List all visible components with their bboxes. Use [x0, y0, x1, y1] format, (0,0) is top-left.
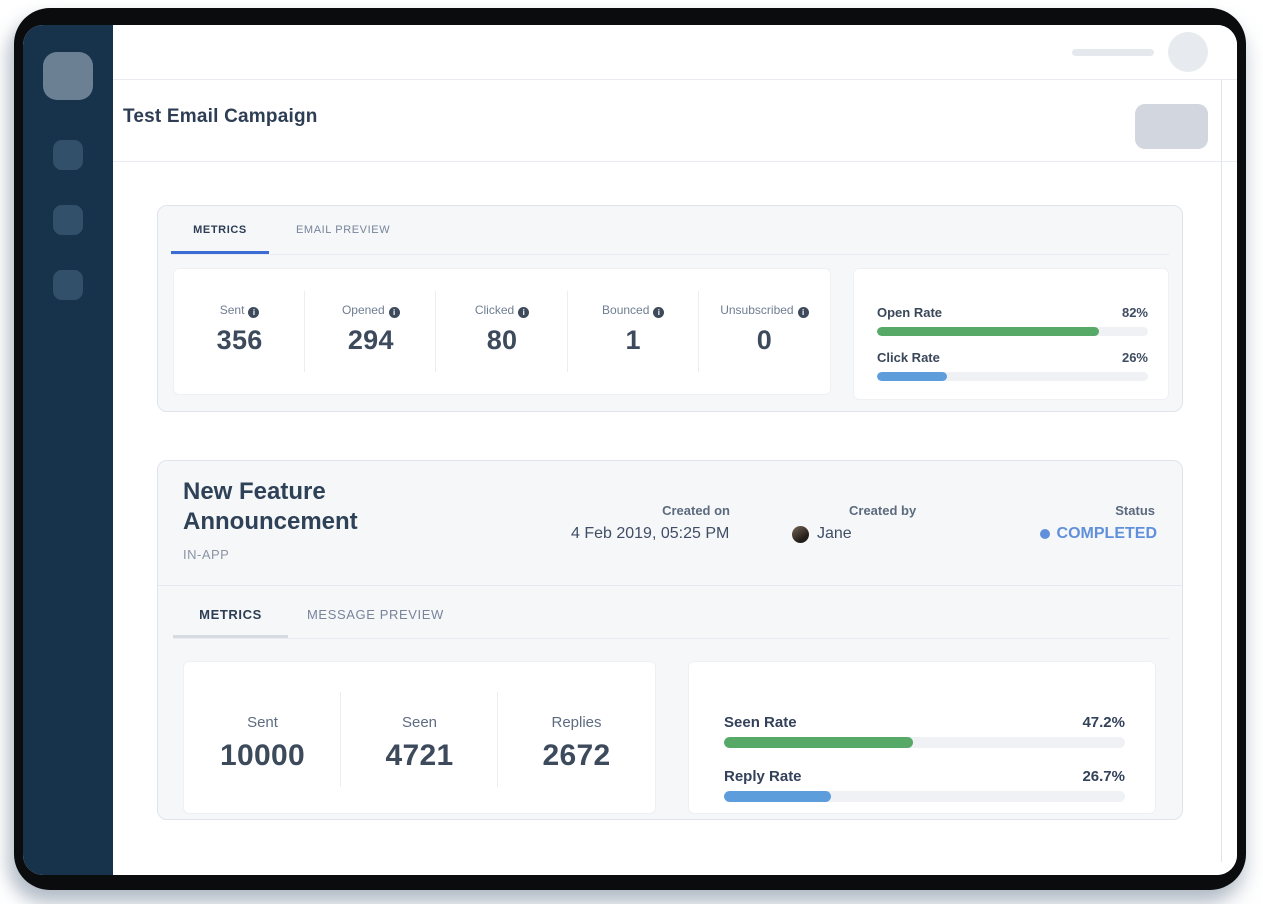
created-on-label: Created on [662, 503, 730, 518]
top-bar [113, 25, 1237, 80]
metric-label: Sent [247, 714, 278, 731]
tab-email-preview[interactable]: EMAIL PREVIEW [296, 206, 390, 254]
info-icon[interactable] [518, 307, 530, 318]
metric-sent: Sent 356 [174, 269, 306, 394]
tab-label: METRICS [199, 607, 262, 622]
metric-opened: Opened 294 [305, 269, 437, 394]
click-rate-row: Click Rate 26% [877, 350, 1148, 381]
device-frame: Test Email Campaign METRICS EMAIL PREVIE… [14, 8, 1246, 890]
tab-metrics[interactable]: METRICS [173, 591, 288, 638]
sidebar-item-4-icon[interactable] [53, 270, 83, 300]
metric-unsubscribed: Unsubscribed 0 [699, 269, 830, 394]
rate-value: 47.2% [1082, 714, 1125, 731]
tab-label: EMAIL PREVIEW [296, 224, 391, 236]
metric-label: Replies [551, 714, 602, 731]
metric-label: Clicked [436, 303, 567, 318]
email-campaign-card: METRICS EMAIL PREVIEW Sent 356 Opened 29… [157, 205, 1183, 412]
metric-sent: Sent 10000 [184, 662, 341, 813]
status-dot-icon [1039, 529, 1050, 539]
user-avatar[interactable] [1168, 32, 1208, 72]
metric-value: 0 [756, 325, 773, 355]
metric-label: Opened [305, 303, 436, 318]
metric-value: 4721 [385, 739, 454, 772]
rate-label: Seen Rate [724, 714, 797, 731]
open-rate-row: Open Rate 82% [877, 305, 1148, 336]
tab-label: METRICS [193, 224, 247, 236]
seen-rate-row: Seen Rate 47.2% [724, 714, 1125, 748]
email-metrics-panel: Sent 356 Opened 294 Clicked 80 Bounced [173, 268, 831, 395]
status-badge: COMPLETED [1039, 525, 1157, 543]
metric-replies: Replies 2672 [498, 662, 655, 813]
main-content: Test Email Campaign METRICS EMAIL PREVIE… [113, 25, 1237, 875]
click-rate-bar-fill [877, 372, 948, 381]
menu-placeholder [1072, 49, 1154, 56]
rate-value: 82% [1121, 305, 1148, 320]
campaign-title: New Feature Announcement [183, 478, 358, 535]
inapp-metrics-panel: Sent 10000 Seen 4721 Replies 2672 [183, 661, 656, 814]
inapp-campaign-card: New Feature Announcement IN-APP Created … [157, 460, 1183, 820]
header-action-button[interactable] [1135, 104, 1208, 149]
metric-label: Seen [401, 714, 438, 731]
app-window: Test Email Campaign METRICS EMAIL PREVIE… [23, 25, 1237, 875]
seen-rate-bar [724, 737, 1125, 748]
rate-label: Reply Rate [724, 768, 802, 785]
sidebar-item-3-icon[interactable] [53, 205, 83, 235]
tab-label: MESSAGE PREVIEW [307, 607, 444, 622]
inapp-campaign-tabs: METRICS MESSAGE PREVIEW [173, 585, 1169, 639]
seen-rate-bar-fill [724, 737, 914, 748]
info-icon[interactable] [797, 307, 809, 318]
inapp-rates-panel: Seen Rate 47.2% Reply Rate 26.7% [688, 661, 1156, 814]
email-rates-panel: Open Rate 82% Click Rate 26% [853, 268, 1169, 400]
sidebar-item-active-icon[interactable] [43, 52, 93, 100]
page-title: Test Email Campaign [123, 106, 318, 127]
creator-avatar [792, 525, 809, 543]
open-rate-bar-fill [877, 327, 1100, 336]
sidebar-item-2-icon[interactable] [53, 140, 83, 170]
rate-label: Open Rate [877, 305, 943, 320]
reply-rate-bar-fill [724, 791, 832, 802]
metric-value: 1 [625, 325, 641, 355]
metric-value: 2672 [542, 739, 611, 772]
metric-value: 356 [216, 325, 263, 355]
metric-label: Bounced [568, 303, 699, 318]
created-on-value: 4 Feb 2019, 05:25 PM [571, 525, 730, 542]
rate-value: 26.7% [1082, 768, 1125, 785]
created-by-value: Jane [792, 525, 852, 543]
metric-bounced: Bounced 1 [568, 269, 700, 394]
reply-rate-row: Reply Rate 26.7% [724, 768, 1125, 802]
campaign-channel: IN-APP [183, 547, 230, 562]
metric-seen: Seen 4721 [341, 662, 498, 813]
metric-clicked: Clicked 80 [436, 269, 568, 394]
metric-value: 10000 [220, 739, 305, 772]
rate-label: Click Rate [877, 350, 940, 365]
scrollbar[interactable] [1221, 80, 1222, 862]
creator-name: Jane [817, 525, 852, 542]
created-by-label: Created by [849, 503, 917, 518]
metric-label: Unsubscribed [699, 303, 830, 318]
status-text: COMPLETED [1056, 525, 1157, 542]
status-label: Status [1115, 503, 1155, 518]
open-rate-bar [877, 327, 1148, 336]
page-header: Test Email Campaign [113, 80, 1237, 162]
tab-message-preview[interactable]: MESSAGE PREVIEW [307, 591, 444, 638]
click-rate-bar [877, 372, 1148, 381]
email-campaign-tabs: METRICS EMAIL PREVIEW [171, 206, 1169, 255]
metric-value: 294 [347, 325, 394, 355]
sidebar [23, 25, 113, 875]
info-icon[interactable] [653, 307, 665, 318]
reply-rate-bar [724, 791, 1125, 802]
tab-metrics[interactable]: METRICS [171, 206, 269, 254]
rate-value: 26% [1121, 350, 1148, 365]
metric-label: Sent [174, 303, 305, 318]
divider [158, 585, 1182, 586]
info-icon[interactable] [248, 307, 260, 318]
info-icon[interactable] [388, 307, 400, 318]
metric-value: 80 [486, 325, 518, 355]
